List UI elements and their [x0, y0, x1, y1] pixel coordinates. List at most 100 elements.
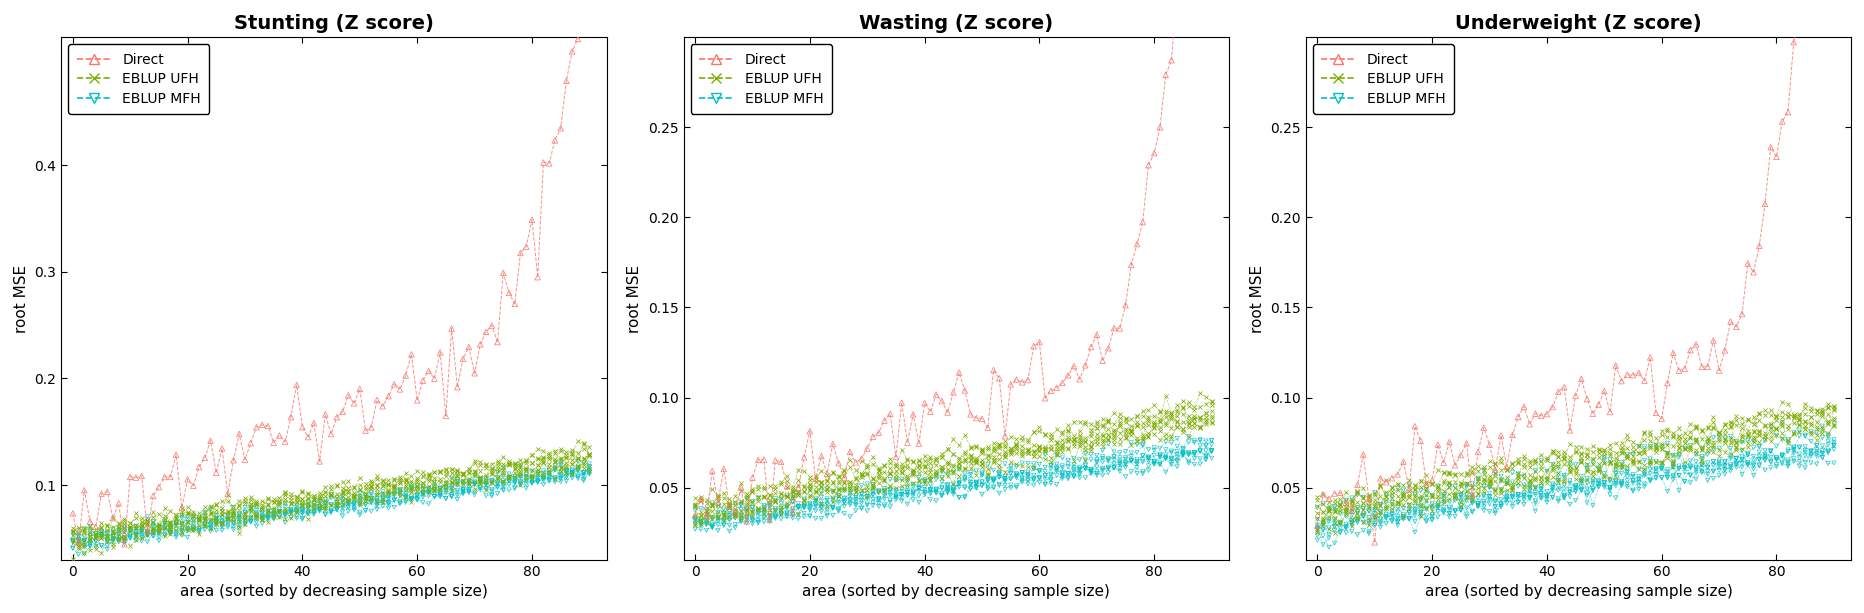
Point — [116, 533, 145, 543]
Point — [1635, 465, 1665, 474]
Point — [196, 527, 226, 536]
Point — [477, 478, 507, 488]
Point — [1370, 495, 1400, 504]
Point — [824, 504, 854, 514]
Point — [466, 475, 496, 485]
Point — [350, 500, 380, 510]
Point — [960, 413, 990, 423]
Point — [1394, 492, 1424, 502]
Point — [144, 528, 173, 538]
Point — [1103, 417, 1133, 427]
Point — [293, 493, 322, 503]
Point — [1555, 461, 1584, 471]
Point — [179, 512, 209, 522]
Point — [1599, 468, 1629, 478]
Point — [1029, 429, 1059, 439]
Point — [794, 485, 824, 495]
Point — [880, 473, 910, 483]
Point — [1161, 405, 1191, 414]
Point — [1668, 477, 1698, 487]
Point — [703, 513, 733, 523]
Point — [132, 516, 162, 526]
Point — [281, 507, 311, 517]
Point — [1007, 447, 1036, 457]
Point — [926, 463, 956, 473]
Point — [1588, 478, 1618, 487]
Point — [1301, 521, 1331, 531]
Point — [1394, 514, 1424, 524]
Point — [242, 512, 272, 522]
Point — [703, 490, 733, 500]
Point — [788, 502, 818, 512]
Point — [1571, 484, 1601, 494]
Point — [356, 497, 386, 507]
Point — [1087, 422, 1117, 432]
Point — [1624, 484, 1653, 494]
Point — [1720, 462, 1750, 472]
Point — [1307, 525, 1336, 535]
Point — [714, 512, 744, 522]
Point — [1599, 469, 1629, 479]
Point — [80, 544, 110, 554]
Point — [1624, 481, 1653, 491]
Point — [1331, 505, 1361, 515]
Point — [69, 548, 99, 558]
Point — [557, 468, 587, 478]
Point — [1394, 503, 1424, 512]
Point — [788, 501, 818, 511]
Point — [1376, 482, 1405, 492]
Point — [218, 501, 248, 511]
Point — [259, 509, 289, 519]
Point — [1469, 491, 1499, 501]
Point — [91, 531, 121, 541]
Point — [1428, 508, 1458, 518]
Point — [783, 502, 813, 512]
Point — [949, 482, 979, 492]
Point — [818, 503, 848, 512]
Point — [397, 349, 427, 359]
Point — [1064, 430, 1094, 440]
Point — [1172, 449, 1202, 459]
Point — [1646, 463, 1676, 473]
Point — [932, 457, 962, 467]
Point — [1081, 439, 1111, 449]
Point — [1048, 378, 1077, 388]
Point — [1150, 433, 1180, 443]
Point — [1133, 453, 1163, 463]
Point — [1411, 517, 1441, 527]
Point — [298, 504, 328, 514]
Point — [1167, 449, 1197, 459]
Point — [708, 508, 738, 518]
Point — [350, 506, 380, 516]
Point — [1394, 500, 1424, 510]
Point — [794, 426, 824, 436]
Point — [1605, 445, 1635, 455]
Point — [91, 544, 121, 554]
Point — [1320, 522, 1350, 532]
Point — [1076, 468, 1105, 478]
Point — [973, 455, 1003, 465]
Point — [190, 521, 220, 531]
Point — [824, 484, 854, 494]
Point — [298, 507, 328, 517]
Point — [1646, 442, 1676, 452]
Point — [127, 531, 157, 541]
Point — [63, 523, 93, 533]
Point — [1704, 445, 1734, 455]
Point — [104, 537, 134, 547]
Point — [885, 481, 915, 490]
Point — [541, 446, 570, 455]
Point — [1029, 394, 1059, 403]
Point — [1761, 430, 1791, 440]
Point — [960, 470, 990, 480]
Point — [1555, 492, 1584, 501]
Point — [1320, 528, 1350, 538]
Point — [1629, 442, 1659, 452]
Point — [1469, 462, 1499, 471]
Point — [1754, 142, 1784, 152]
Point — [408, 478, 438, 488]
Point — [954, 463, 984, 473]
Point — [339, 499, 369, 509]
Point — [949, 430, 979, 440]
Point — [824, 495, 854, 504]
